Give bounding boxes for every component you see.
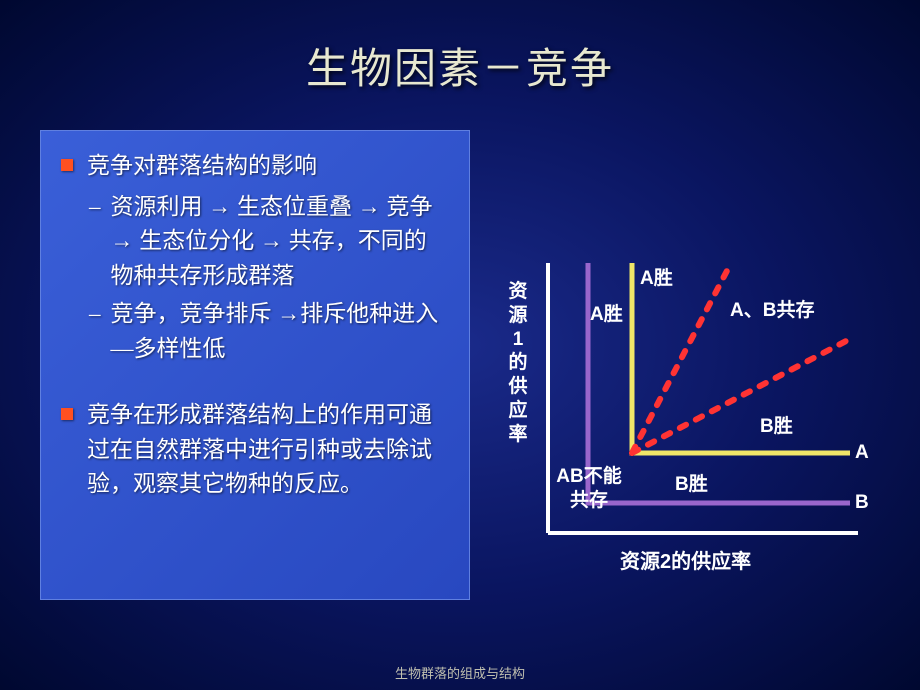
- a-isocline: [632, 263, 850, 453]
- label-a-win-top: A胜: [640, 267, 673, 291]
- label-ab-no-coexist: AB不能共存: [554, 465, 624, 513]
- label-b-win-upper: B胜: [760, 415, 793, 439]
- footer-text: 生物群落的组成与结构: [0, 663, 920, 682]
- label-a-win-left: A胜: [590, 303, 623, 327]
- sub-bullet-1: – 资源利用 → 生态位重叠 → 竞争 → 生态位分化 → 共存，不同的物种共存…: [89, 190, 449, 294]
- label-a: A: [855, 441, 869, 465]
- slide-title: 生物因素－竞争: [0, 0, 920, 96]
- sub-1-text: 资源利用 → 生态位重叠 → 竞争 → 生态位分化 → 共存，不同的物种共存形成…: [111, 190, 450, 294]
- bullet-1-text: 竞争对群落结构的影响: [87, 149, 449, 184]
- bullet-2-text: 竞争在形成群落结构上的作用可通过在自然群落中进行引种或去除试验，观察其它物种的反…: [87, 398, 449, 502]
- dash-icon: –: [89, 190, 101, 294]
- label-ab-coexist: A、B共存: [730, 299, 814, 323]
- dashed-shallow: [632, 340, 848, 453]
- sub-bullet-2: – 竞争，竞争排斥 →排斥他种进入—多样性低: [89, 297, 449, 366]
- spacer: [61, 370, 449, 398]
- label-b-win-lower: B胜: [675, 473, 708, 497]
- bullet-1: 竞争对群落结构的影响: [61, 149, 449, 184]
- bullet-2: 竞争在形成群落结构上的作用可通过在自然群落中进行引种或去除试验，观察其它物种的反…: [61, 398, 449, 502]
- y-axis-label: 资源1的供应率: [506, 280, 530, 446]
- bullet-marker-icon: [61, 408, 73, 420]
- bullet-marker-icon: [61, 159, 73, 171]
- diagram-svg: [500, 255, 880, 575]
- x-axis-label: 资源2的供应率: [620, 545, 751, 574]
- content-panel: 竞争对群落结构的影响 – 资源利用 → 生态位重叠 → 竞争 → 生态位分化 →…: [40, 130, 470, 600]
- label-b: B: [855, 491, 869, 515]
- dash-icon: –: [89, 297, 101, 366]
- sub-2-text: 竞争，竞争排斥 →排斥他种进入—多样性低: [111, 297, 450, 366]
- competition-diagram: 资源1的供应率 资源2的供应率 A胜 A胜 A、B共存 B胜 B胜 AB不能共存…: [500, 255, 880, 575]
